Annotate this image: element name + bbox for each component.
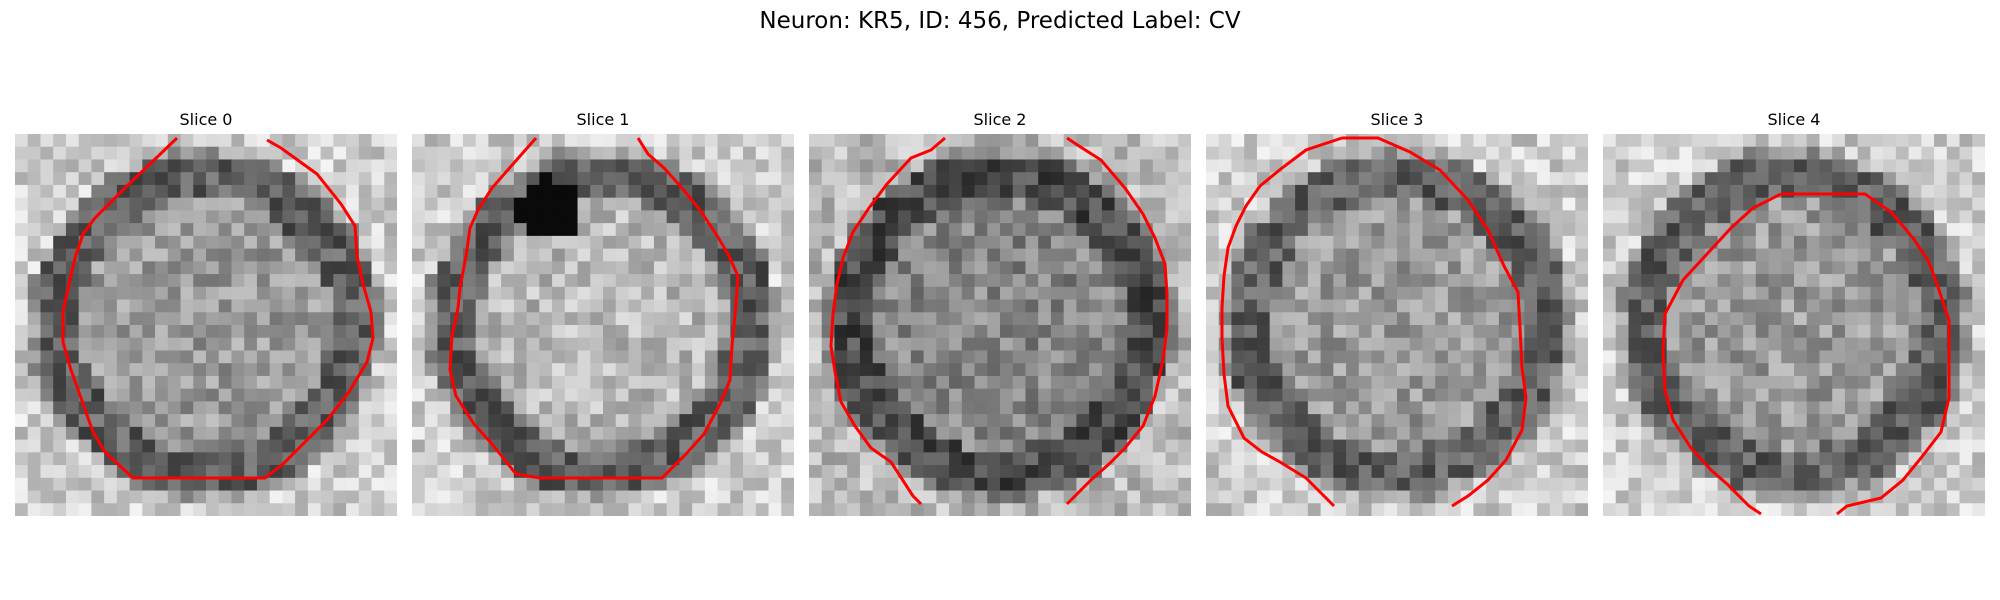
slice-image-1 (412, 134, 794, 516)
grayscale-pixels (15, 134, 397, 516)
slice-title-1: Slice 1 (412, 108, 794, 132)
grayscale-pixels (412, 134, 794, 516)
slice-panel-1: Slice 1 (412, 108, 794, 516)
slice-panel-2: Slice 2 (809, 108, 1191, 516)
slice-image-0 (15, 134, 397, 516)
slice-title-2: Slice 2 (809, 108, 1191, 132)
grayscale-pixels (1603, 134, 1985, 516)
slice-image-2 (809, 134, 1191, 516)
slice-title-0: Slice 0 (15, 108, 397, 132)
slice-panel-3: Slice 3 (1206, 108, 1588, 516)
figure-title: Neuron: KR5, ID: 456, Predicted Label: C… (0, 6, 2000, 36)
slice-image-4 (1603, 134, 1985, 516)
grayscale-pixels (1206, 134, 1588, 516)
slice-image-3 (1206, 134, 1588, 516)
slice-title-4: Slice 4 (1603, 108, 1985, 132)
grayscale-pixels (809, 134, 1191, 516)
slice-panel-0: Slice 0 (15, 108, 397, 516)
slice-panel-4: Slice 4 (1603, 108, 1985, 516)
slice-title-3: Slice 3 (1206, 108, 1588, 132)
